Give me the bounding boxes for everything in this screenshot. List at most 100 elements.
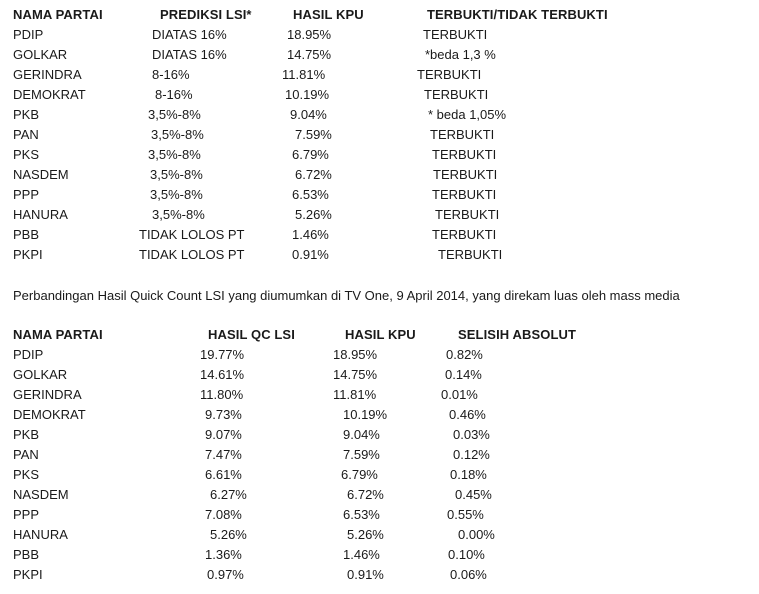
difference-cell: 0.82% bbox=[446, 347, 483, 362]
prediction-table: NAMA PARTAI PREDIKSI LSI* HASIL KPU TERB… bbox=[0, 5, 759, 265]
status-cell: TERBUKTI bbox=[435, 207, 500, 222]
party-name-cell: PKB bbox=[13, 107, 40, 122]
table-row: PAN 3,5%-8% 7.59% TERBUKTI bbox=[0, 125, 759, 145]
lsi-prediction-cell: 3,5%-8% bbox=[150, 187, 203, 202]
party-name-cell: PKPI bbox=[13, 567, 43, 582]
header-kpu-result: HASIL KPU bbox=[293, 7, 364, 22]
status-cell: TERBUKTI bbox=[433, 167, 498, 182]
party-name-cell: PDIP bbox=[13, 27, 44, 42]
party-name-cell: HANURA bbox=[13, 207, 68, 222]
party-name-cell: GERINDRA bbox=[13, 387, 82, 402]
status-cell: * beda 1,05% bbox=[428, 107, 507, 122]
table-row: PKB 9.07% 9.04% 0.03% bbox=[0, 425, 759, 445]
difference-cell: 0.06% bbox=[450, 567, 487, 582]
kpu-result-cell: 11.81% bbox=[282, 67, 326, 82]
qc-lsi-cell: 6.61% bbox=[205, 467, 242, 482]
party-name-cell: PAN bbox=[13, 127, 39, 142]
header-party-name: NAMA PARTAI bbox=[13, 327, 103, 342]
table-header-row: NAMA PARTAI PREDIKSI LSI* HASIL KPU TERB… bbox=[0, 5, 759, 25]
status-cell: TERBUKTI bbox=[423, 27, 488, 42]
qc-lsi-cell: 9.07% bbox=[205, 427, 242, 442]
status-cell: TERBUKTI bbox=[432, 187, 497, 202]
kpu-result-cell: 5.26% bbox=[347, 527, 384, 542]
table-row: PPP 3,5%-8% 6.53% TERBUKTI bbox=[0, 185, 759, 205]
table-row: PBB TIDAK LOLOS PT 1.46% TERBUKTI bbox=[0, 225, 759, 245]
quick-count-table: NAMA PARTAI HASIL QC LSI HASIL KPU SELIS… bbox=[0, 325, 759, 585]
difference-cell: 0.03% bbox=[453, 427, 490, 442]
party-name-cell: NASDEM bbox=[13, 167, 69, 182]
table-row: HANURA 3,5%-8% 5.26% TERBUKTI bbox=[0, 205, 759, 225]
kpu-result-cell: 6.79% bbox=[292, 147, 329, 162]
party-name-cell: PAN bbox=[13, 447, 39, 462]
table-row: PPP 7.08% 6.53% 0.55% bbox=[0, 505, 759, 525]
qc-lsi-cell: 7.47% bbox=[205, 447, 242, 462]
kpu-result-cell: 0.91% bbox=[292, 247, 329, 262]
table-row: DEMOKRAT 8-16% 10.19% TERBUKTI bbox=[0, 85, 759, 105]
qc-lsi-cell: 6.27% bbox=[210, 487, 247, 502]
party-name-cell: PDIP bbox=[13, 347, 44, 362]
lsi-prediction-cell: 8-16% bbox=[155, 87, 193, 102]
table-row: PKS 6.61% 6.79% 0.18% bbox=[0, 465, 759, 485]
qc-lsi-cell: 5.26% bbox=[210, 527, 247, 542]
status-cell: *beda 1,3 % bbox=[425, 47, 496, 62]
lsi-prediction-cell: TIDAK LOLOS PT bbox=[139, 227, 245, 242]
table-body: PDIP DIATAS 16% 18.95% TERBUKTI GOLKAR DIATAS… bbox=[0, 25, 759, 265]
kpu-result-cell: 14.75% bbox=[333, 367, 378, 382]
status-cell: TERBUKTI bbox=[424, 87, 489, 102]
header-lsi-prediction: PREDIKSI LSI* bbox=[160, 7, 252, 22]
table-row: NASDEM 6.27% 6.72% 0.45% bbox=[0, 485, 759, 505]
header-kpu-result: HASIL KPU bbox=[345, 327, 416, 342]
kpu-result-cell: 7.59% bbox=[343, 447, 380, 462]
difference-cell: 0.45% bbox=[455, 487, 492, 502]
party-name-cell: PKS bbox=[13, 467, 40, 482]
table-row: NASDEM 3,5%-8% 6.72% TERBUKTI bbox=[0, 165, 759, 185]
table-row: GOLKAR 14.61% 14.75% 0.14% bbox=[0, 365, 759, 385]
difference-cell: 0.01% bbox=[441, 387, 478, 402]
kpu-result-cell: 18.95% bbox=[287, 27, 332, 42]
lsi-prediction-cell: 8-16% bbox=[152, 67, 190, 82]
kpu-result-cell: 1.46% bbox=[343, 547, 380, 562]
party-name-cell: DEMOKRAT bbox=[13, 87, 86, 102]
difference-cell: 0.00% bbox=[458, 527, 495, 542]
party-name-cell: HANURA bbox=[13, 527, 68, 542]
difference-cell: 0.18% bbox=[450, 467, 487, 482]
party-name-cell: PBB bbox=[13, 227, 40, 242]
lsi-prediction-cell: TIDAK LOLOS PT bbox=[139, 247, 245, 262]
kpu-result-cell: 1.46% bbox=[292, 227, 329, 242]
kpu-result-cell: 18.95% bbox=[333, 347, 378, 362]
table-row: GERINDRA 8-16% 11.81% TERBUKTI bbox=[0, 65, 759, 85]
qc-lsi-cell: 9.73% bbox=[205, 407, 242, 422]
party-name-cell: GOLKAR bbox=[13, 47, 68, 62]
table-row: PKPI TIDAK LOLOS PT 0.91% TERBUKTI bbox=[0, 245, 759, 265]
qc-lsi-cell: 14.61% bbox=[200, 367, 245, 382]
qc-lsi-cell: 19.77% bbox=[200, 347, 245, 362]
kpu-result-cell: 7.59% bbox=[295, 127, 332, 142]
status-cell: TERBUKTI bbox=[438, 247, 503, 262]
status-cell: TERBUKTI bbox=[432, 227, 497, 242]
qc-lsi-cell: 0.97% bbox=[207, 567, 244, 582]
kpu-result-cell: 9.04% bbox=[290, 107, 327, 122]
status-cell: TERBUKTI bbox=[432, 147, 497, 162]
table-row: HANURA 5.26% 5.26% 0.00% bbox=[0, 525, 759, 545]
table-row: PBB 1.36% 1.46% 0.10% bbox=[0, 545, 759, 565]
party-name-cell: PKB bbox=[13, 427, 40, 442]
difference-cell: 0.12% bbox=[453, 447, 490, 462]
kpu-result-cell: 5.26% bbox=[295, 207, 332, 222]
kpu-result-cell: 10.19% bbox=[343, 407, 388, 422]
party-name-cell: NASDEM bbox=[13, 487, 69, 502]
party-name-cell: PKS bbox=[13, 147, 40, 162]
table-row: PDIP 19.77% 18.95% 0.82% bbox=[0, 345, 759, 365]
table-row: PAN 7.47% 7.59% 0.12% bbox=[0, 445, 759, 465]
kpu-result-cell: 11.81% bbox=[333, 387, 377, 402]
table-row: GERINDRA 11.80% 11.81% 0.01% bbox=[0, 385, 759, 405]
status-cell: TERBUKTI bbox=[430, 127, 495, 142]
lsi-prediction-cell: 3,5%-8% bbox=[151, 127, 204, 142]
header-absolute-difference: SELISIH ABSOLUT bbox=[458, 327, 577, 342]
kpu-result-cell: 9.04% bbox=[343, 427, 380, 442]
kpu-result-cell: 6.72% bbox=[295, 167, 332, 182]
table-row: PKB 3,5%-8% 9.04% * beda 1,05% bbox=[0, 105, 759, 125]
table-body: PDIP 19.77% 18.95% 0.82% GOLKAR 14.61% 14.75% 0… bbox=[0, 345, 759, 585]
kpu-result-cell: 0.91% bbox=[347, 567, 384, 582]
party-name-cell: GERINDRA bbox=[13, 67, 82, 82]
